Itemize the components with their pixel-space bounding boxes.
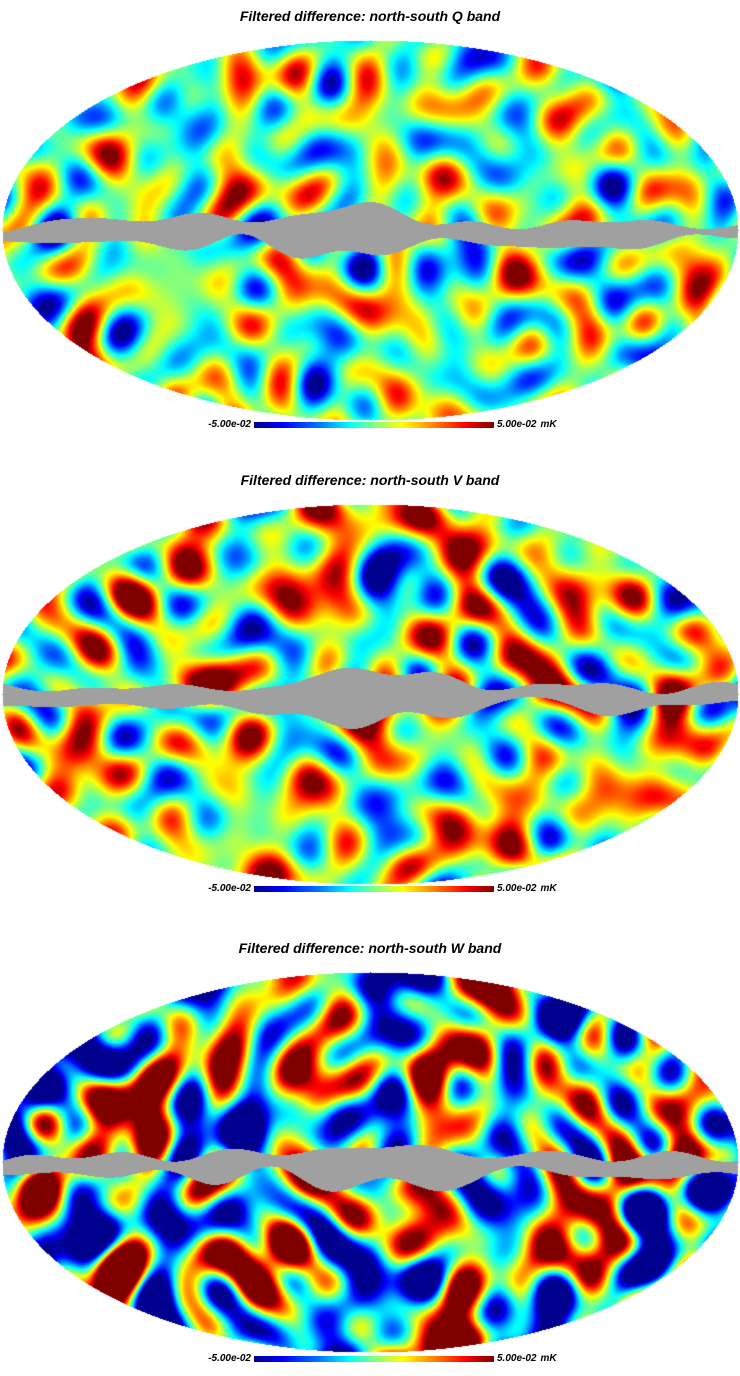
map-panel-v: Filtered difference: north-south V band … <box>0 472 740 902</box>
panel-title: Filtered difference: north-south V band <box>240 472 500 488</box>
colorbar: -5.00e-02 5.00e-02 mK <box>0 1352 740 1366</box>
colorbar-max-label: 5.00e-02 mK <box>497 1352 557 1366</box>
colorbar-gradient <box>254 886 494 892</box>
colorbar-unit: mK <box>540 1353 557 1364</box>
colorbar-min-label: -5.00e-02 <box>208 1353 251 1364</box>
colorbar-gradient <box>254 1356 494 1362</box>
panel-title: Filtered difference: north-south W band <box>238 940 502 956</box>
colorbar: -5.00e-02 5.00e-02 mK <box>0 418 740 432</box>
mollweide-map <box>0 38 740 422</box>
map-panel-w: Filtered difference: north-south W band … <box>0 940 740 1370</box>
colorbar: -5.00e-02 5.00e-02 mK <box>0 882 740 896</box>
colorbar-unit: mK <box>540 883 557 894</box>
colorbar-max-label: 5.00e-02 mK <box>497 418 557 432</box>
colorbar-min-label: -5.00e-02 <box>208 883 251 894</box>
colorbar-max-value: 5.00e-02 <box>497 1353 537 1364</box>
mollweide-map <box>0 970 740 1354</box>
colorbar-max-value: 5.00e-02 <box>497 419 537 430</box>
colorbar-unit: mK <box>540 419 557 430</box>
colorbar-min-label: -5.00e-02 <box>208 419 251 430</box>
colorbar-max-value: 5.00e-02 <box>497 883 537 894</box>
mollweide-map <box>0 502 740 886</box>
panel-title: Filtered difference: north-south Q band <box>239 8 501 24</box>
map-panel-q: Filtered difference: north-south Q band … <box>0 8 740 438</box>
colorbar-max-label: 5.00e-02 mK <box>497 882 557 896</box>
colorbar-gradient <box>254 422 494 428</box>
